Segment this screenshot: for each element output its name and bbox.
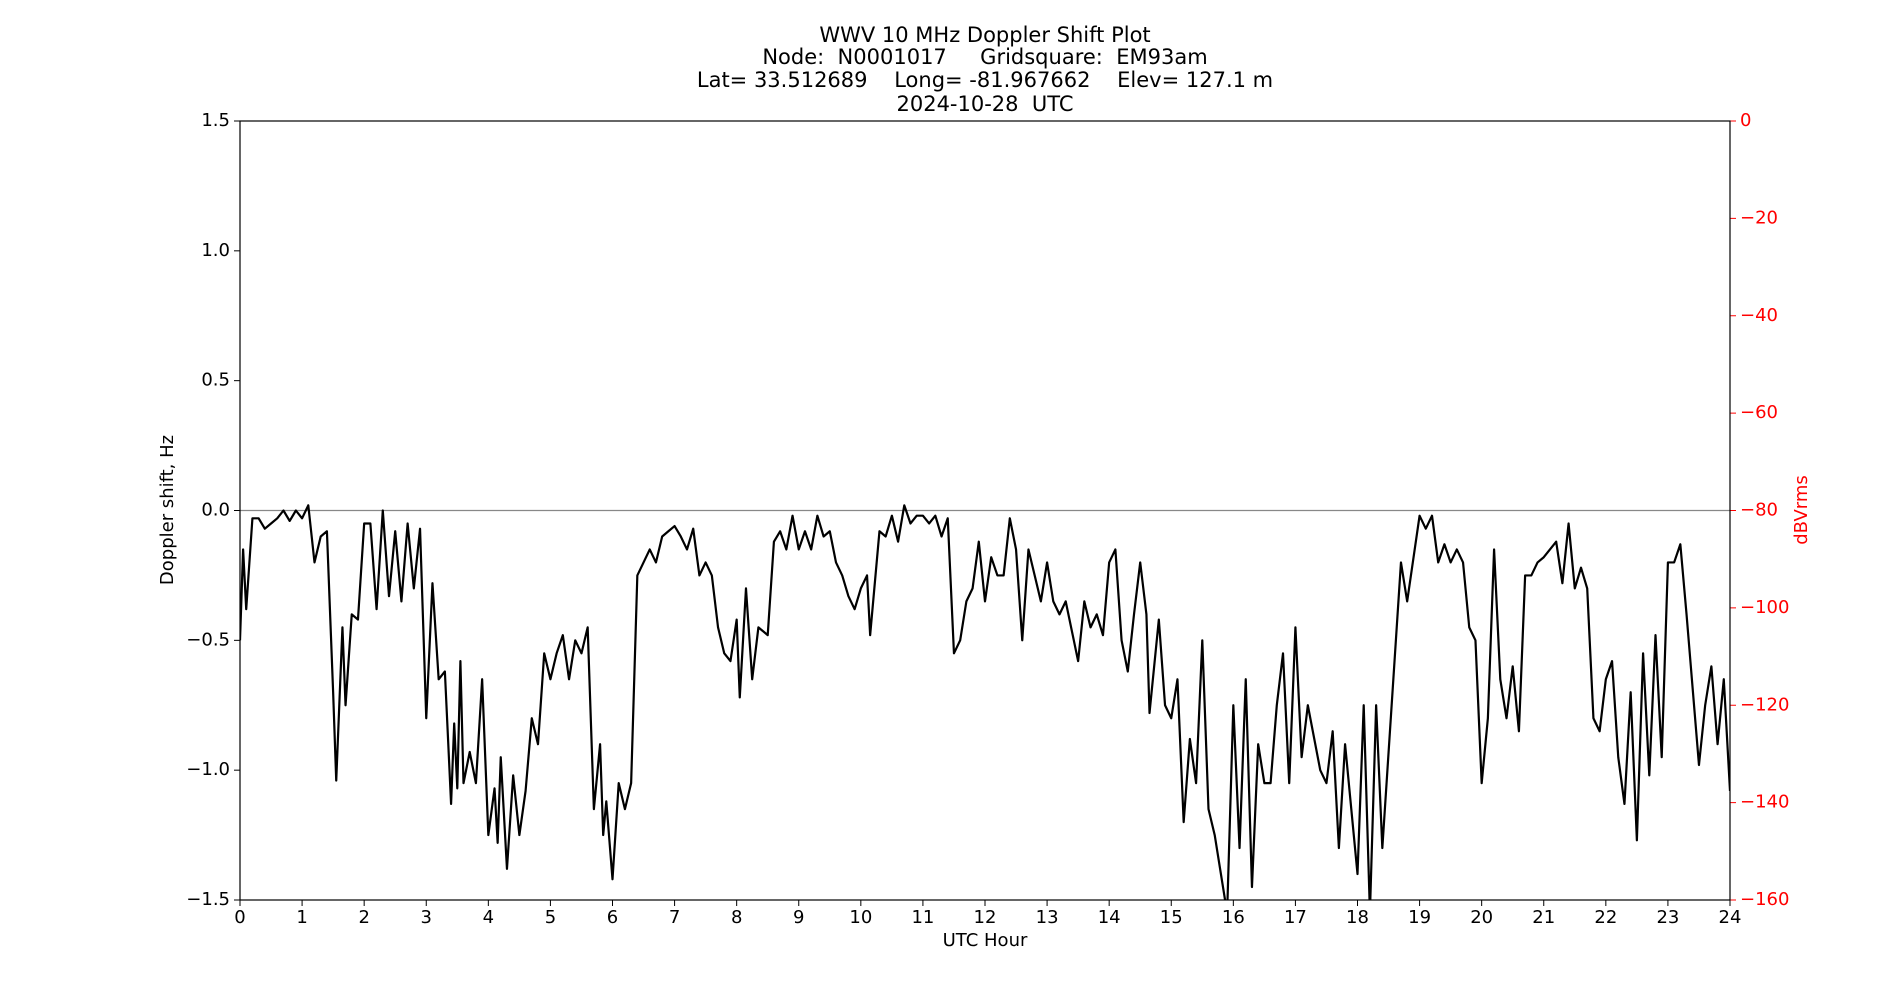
- y-axis-label: Doppler shift, Hz: [157, 435, 178, 585]
- title-line: WWV 10 MHz Doppler Shift Plot: [819, 23, 1150, 47]
- y2-tick-label: −100: [1740, 597, 1789, 618]
- x-tick-label: 1: [296, 907, 307, 928]
- title-line: Lat= 33.512689 Long= -81.967662 Elev= 12…: [697, 68, 1273, 92]
- x-tick-label: 0: [234, 907, 245, 928]
- x-tick-label: 17: [1284, 907, 1307, 928]
- y2-tick-label: −120: [1740, 694, 1789, 715]
- x-tick-label: 11: [911, 907, 934, 928]
- x-tick-label: 7: [669, 907, 680, 928]
- y-tick-label: 0.5: [201, 370, 230, 391]
- x-tick-label: 8: [731, 907, 742, 928]
- x-tick-label: 9: [793, 907, 804, 928]
- title-line: Node: N0001017 Gridsquare: EM93am: [762, 45, 1207, 69]
- x-tick-label: 16: [1222, 907, 1245, 928]
- x-tick-label: 22: [1594, 907, 1617, 928]
- y2-tick-label: −20: [1740, 207, 1778, 228]
- x-tick-label: 3: [421, 907, 432, 928]
- y-tick-label: −1.0: [186, 759, 230, 780]
- x-tick-label: 15: [1160, 907, 1183, 928]
- y2-tick-label: −40: [1740, 305, 1778, 326]
- y-tick-label: −1.5: [186, 889, 230, 910]
- x-tick-label: 4: [483, 907, 494, 928]
- x-tick-label: 2: [358, 907, 369, 928]
- x-tick-label: 13: [1036, 907, 1059, 928]
- x-tick-label: 24: [1719, 907, 1742, 928]
- x-tick-label: 5: [545, 907, 556, 928]
- x-tick-label: 14: [1098, 907, 1121, 928]
- y2-tick-label: −140: [1740, 792, 1789, 813]
- data-line: [240, 504, 1730, 900]
- x-tick-label: 20: [1470, 907, 1493, 928]
- y-tick-label: 0.0: [201, 500, 230, 521]
- x-tick-label: 10: [849, 907, 872, 928]
- x-axis-label: UTC Hour: [943, 930, 1028, 951]
- x-tick-label: 23: [1656, 907, 1679, 928]
- y2-tick-label: −80: [1740, 500, 1778, 521]
- y2-tick-label: −60: [1740, 402, 1778, 423]
- y-tick-label: −0.5: [186, 629, 230, 650]
- plot-frame: [239, 120, 1731, 901]
- x-tick-label: 21: [1532, 907, 1555, 928]
- y2-axis-label: dBVrms: [1791, 475, 1812, 545]
- y-tick-label: 1.5: [201, 110, 230, 131]
- x-tick-label: 6: [607, 907, 618, 928]
- y2-tick-label: 0: [1740, 110, 1751, 131]
- y-tick-label: 1.0: [201, 240, 230, 261]
- y2-tick-label: −160: [1740, 889, 1789, 910]
- title-line: 2024-10-28 UTC: [896, 92, 1073, 116]
- x-tick-label: 19: [1408, 907, 1431, 928]
- x-tick-label: 12: [974, 907, 997, 928]
- x-tick-label: 18: [1346, 907, 1369, 928]
